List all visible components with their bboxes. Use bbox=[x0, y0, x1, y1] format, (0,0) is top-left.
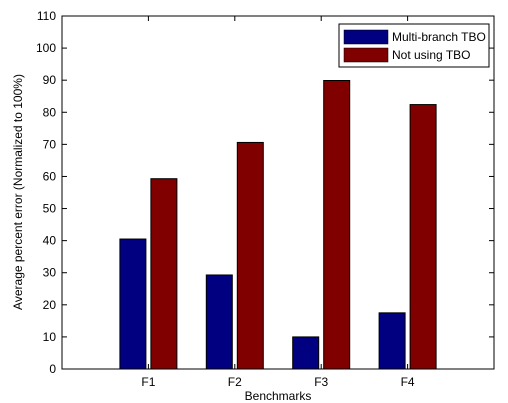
y-tick-label: 0 bbox=[49, 362, 56, 376]
x-tick-label-f2: F2 bbox=[228, 375, 242, 389]
x-axis-title: Benchmarks bbox=[245, 389, 312, 403]
bar-f2-series-2 bbox=[236, 141, 264, 370]
y-tick-label: 30 bbox=[43, 266, 57, 280]
bar-f3-series-2 bbox=[323, 80, 351, 370]
y-tick-label: 100 bbox=[36, 41, 56, 55]
x-axis-ticks: F1 F2 F3 F4 bbox=[141, 16, 415, 389]
legend-label-not-using-tbo: Not using TBO bbox=[392, 48, 470, 62]
y-axis-title: Average percent error (Normalized to 100… bbox=[11, 74, 25, 310]
bar-f1-series-1 bbox=[119, 238, 147, 370]
bars-group bbox=[119, 80, 437, 370]
x-tick-label-f4: F4 bbox=[401, 375, 415, 389]
x-tick-label-f1: F1 bbox=[141, 375, 155, 389]
y-tick-label: 90 bbox=[43, 73, 57, 87]
legend: Multi-branch TBO Not using TBO bbox=[338, 23, 490, 68]
y-axis-ticks: 0 10 20 30 40 50 60 70 80 90 100 110 bbox=[36, 9, 494, 376]
bar-f3-series-1 bbox=[292, 336, 320, 370]
y-tick-label: 110 bbox=[37, 9, 56, 23]
y-tick-label: 50 bbox=[43, 202, 57, 216]
legend-swatch-not-using-tbo bbox=[343, 47, 389, 63]
bar-f4-series-2 bbox=[409, 104, 437, 370]
bar-f1-series-2 bbox=[150, 178, 178, 370]
y-tick-label: 20 bbox=[43, 298, 57, 312]
y-tick-label: 60 bbox=[43, 169, 57, 183]
y-tick-label: 10 bbox=[43, 330, 57, 344]
y-tick-label: 70 bbox=[43, 137, 57, 151]
x-tick-label-f3: F3 bbox=[314, 375, 328, 389]
legend-label-multi-branch-tbo: Multi-branch TBO bbox=[392, 30, 486, 44]
bar-f2-series-1 bbox=[205, 274, 233, 370]
legend-swatch-multi-branch-tbo bbox=[343, 29, 389, 45]
y-tick-label: 40 bbox=[43, 234, 57, 248]
bar-f4-series-1 bbox=[378, 312, 406, 370]
y-tick-label: 80 bbox=[43, 105, 57, 119]
